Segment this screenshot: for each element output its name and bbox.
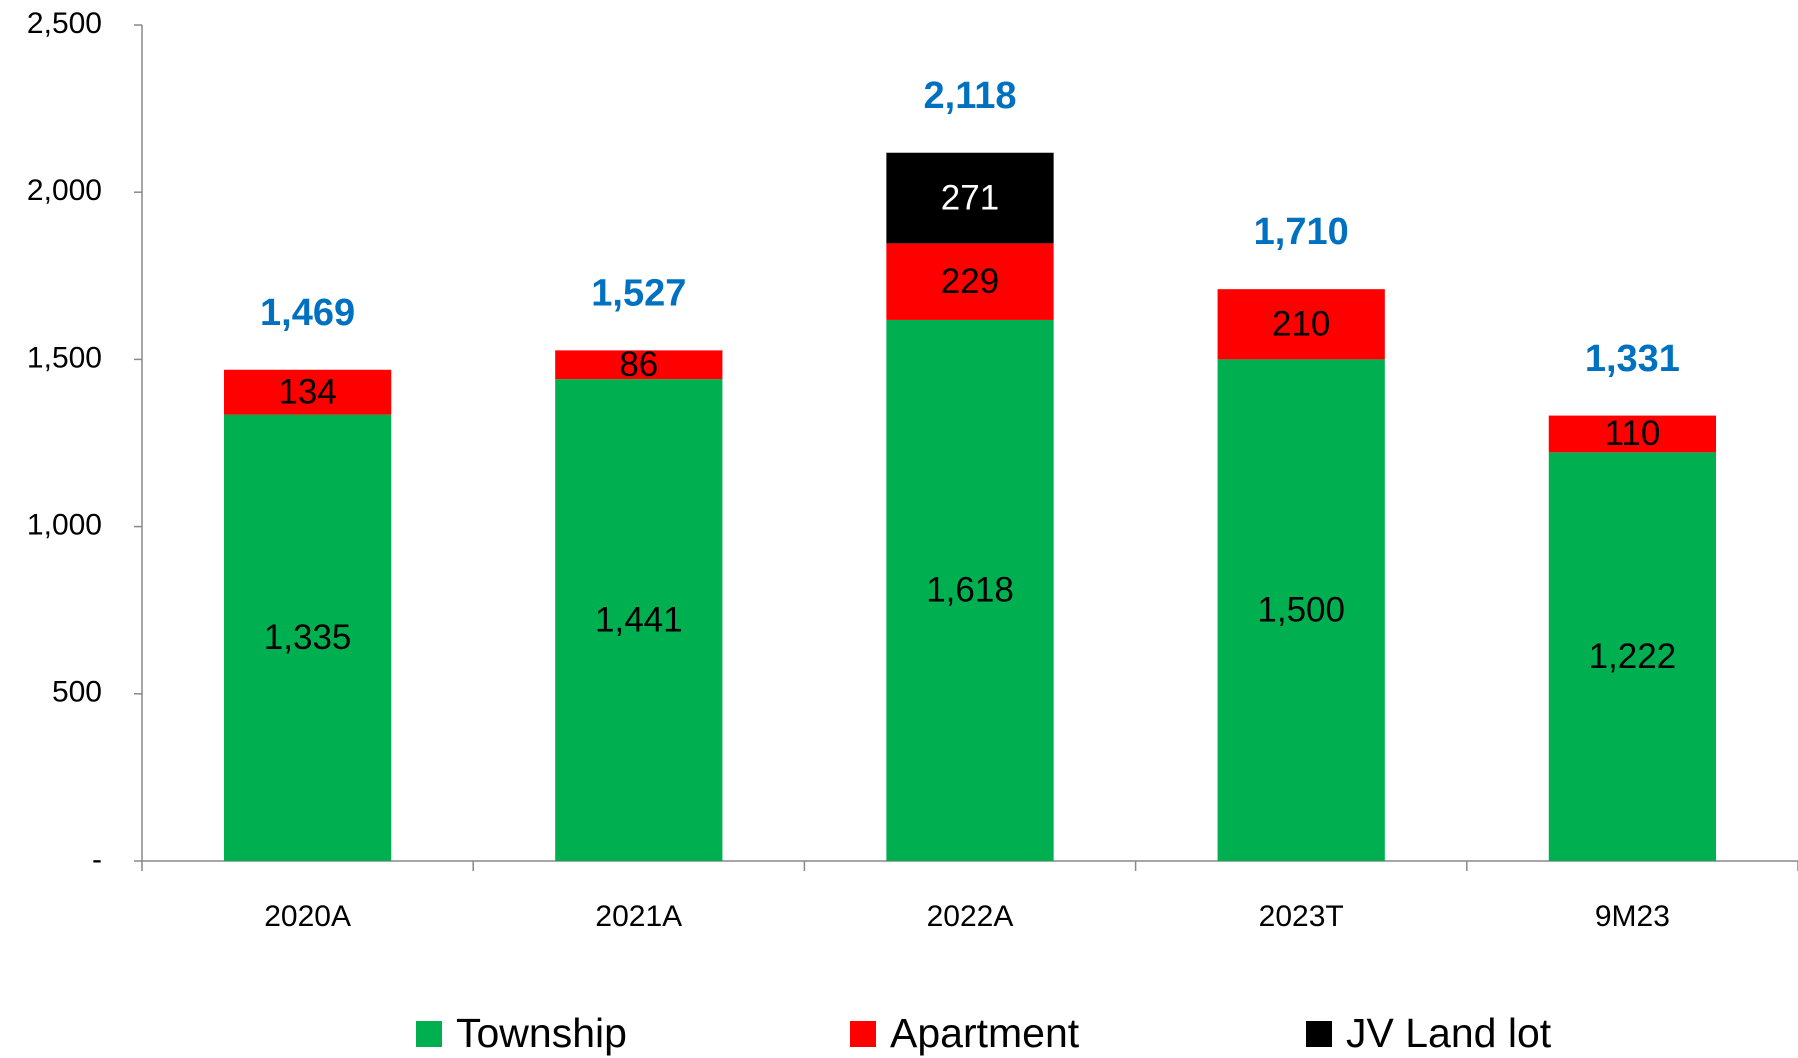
- total-label: 1,710: [1254, 211, 1349, 253]
- bar-segment: [555, 350, 723, 380]
- y-tick-label: 2,500: [27, 7, 102, 40]
- total-label: 1,469: [260, 292, 355, 334]
- bar-segment: [886, 319, 1054, 861]
- legend-swatch: [1306, 1021, 1332, 1047]
- bar-segment: [223, 369, 392, 415]
- data-label: 1,618: [926, 571, 1014, 610]
- bar-segment: [886, 243, 1054, 320]
- bar-segment: [1217, 289, 1385, 360]
- x-tick-label: 9M23: [1595, 900, 1670, 933]
- total-label: 1,527: [591, 272, 686, 314]
- x-tick-label: 2021A: [595, 900, 682, 933]
- data-label: 1,441: [595, 600, 683, 639]
- legend-label: Apartment: [890, 1010, 1080, 1056]
- y-tick-label: -: [92, 843, 102, 876]
- legend-swatch: [416, 1021, 442, 1047]
- legend-label: JV Land lot: [1346, 1010, 1552, 1056]
- bar-segment: [1548, 452, 1717, 861]
- legend-swatch: [850, 1021, 876, 1047]
- bar-segment: [886, 152, 1054, 244]
- data-label: 1,500: [1257, 590, 1345, 629]
- data-label: 110: [1604, 414, 1660, 453]
- data-label: 229: [941, 262, 999, 301]
- bar-segment: [555, 379, 723, 861]
- x-tick-label: 2020A: [264, 900, 351, 933]
- x-tick-label: 2022A: [927, 900, 1014, 933]
- data-label: 86: [619, 345, 658, 384]
- bar-segment: [223, 414, 392, 861]
- bar-segment: [1548, 415, 1717, 453]
- total-label: 2,118: [924, 75, 1017, 117]
- bar-segment: [1217, 359, 1385, 861]
- data-label: 1,222: [1589, 637, 1677, 676]
- y-tick-label: 2,000: [27, 174, 102, 207]
- legend-label: Township: [456, 1010, 627, 1056]
- data-label: 271: [941, 178, 999, 217]
- y-tick-label: 1,500: [27, 341, 102, 374]
- total-label: 1,331: [1585, 338, 1680, 380]
- x-tick-label: 2023T: [1259, 900, 1344, 933]
- data-label: 210: [1272, 305, 1330, 344]
- data-label: 1,335: [264, 618, 352, 657]
- y-tick-label: 500: [52, 676, 102, 709]
- y-tick-label: 1,000: [27, 509, 102, 542]
- data-label: 134: [278, 372, 336, 411]
